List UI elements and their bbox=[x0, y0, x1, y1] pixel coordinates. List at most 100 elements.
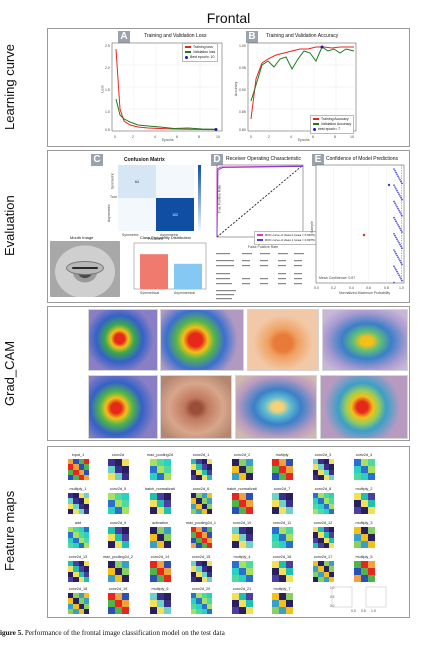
feature-map bbox=[354, 459, 375, 480]
confidence-point bbox=[396, 254, 398, 257]
confidence-point bbox=[399, 260, 401, 262]
confidence-point bbox=[399, 179, 401, 181]
confusion-title: Confusion Matrix bbox=[124, 157, 165, 163]
prob-title: Class Probability Distribution bbox=[140, 235, 191, 240]
confidence-point bbox=[395, 204, 397, 206]
loss-legend: Training loss Validation loss Best epoch… bbox=[182, 43, 219, 62]
prob-bar-label-0: Symmetrical bbox=[140, 291, 160, 295]
svg-text:0.95: 0.95 bbox=[239, 66, 246, 70]
confidence-point bbox=[400, 261, 402, 264]
svg-text:8: 8 bbox=[198, 135, 200, 139]
feature-map bbox=[232, 593, 253, 614]
confusion-ytick-1: Asymmetric bbox=[107, 203, 112, 223]
row-label-learning-curve: Learning curve bbox=[2, 44, 17, 130]
accuracy-ylabel: Accuracy bbox=[234, 81, 239, 97]
feature-map bbox=[68, 527, 89, 548]
caption-label: igure 5. bbox=[0, 629, 24, 637]
gradcam-image bbox=[235, 375, 317, 439]
confidence-xlabel: Normalized Maximum Probability bbox=[339, 291, 391, 295]
feature-map bbox=[272, 527, 293, 548]
svg-text:6: 6 bbox=[176, 135, 178, 139]
accuracy-xlabel: Epochs bbox=[298, 138, 310, 142]
feature-map bbox=[150, 561, 171, 582]
svg-text:0.0: 0.0 bbox=[314, 286, 319, 290]
svg-text:0: 0 bbox=[114, 135, 116, 139]
svg-text:0.90: 0.90 bbox=[239, 88, 246, 92]
confidence-point bbox=[395, 236, 397, 239]
confusion-xtick-1: Asymmetric bbox=[160, 233, 179, 237]
feature-map-label: multiply bbox=[275, 453, 289, 457]
feature-map-label: conv2d_2 bbox=[233, 453, 251, 457]
confidence-point bbox=[400, 180, 402, 183]
feature-map-label: max_pooling2d_2 bbox=[103, 555, 133, 559]
confidence-point bbox=[393, 233, 395, 235]
confidence-point bbox=[393, 281, 395, 284]
figure-caption: igure 5. Performance of the frontal imag… bbox=[0, 629, 225, 637]
feature-map-label: conv2d_15 bbox=[191, 555, 211, 559]
feature-map-label: multiply_5 bbox=[355, 555, 373, 559]
roc-legend: ROC curve of class 0 (area = 0.9975) ROC… bbox=[254, 231, 318, 245]
confidence-point bbox=[395, 188, 397, 190]
confidence-title: Confidence of Model Predictions bbox=[326, 156, 398, 162]
feature-map bbox=[108, 527, 129, 548]
svg-text:0.2: 0.2 bbox=[331, 286, 336, 290]
loss-xlabel: Epochs bbox=[162, 138, 174, 142]
panel-letter-c: C bbox=[91, 154, 103, 166]
feature-map-grid: input_1 conv2d max_pooling2d conv2d_1 conv2d… bbox=[48, 447, 409, 617]
svg-text:2.5: 2.5 bbox=[105, 44, 110, 48]
confidence-point bbox=[393, 200, 395, 203]
panel-letter-a: A bbox=[118, 31, 130, 43]
loss-ylabel: Loss bbox=[100, 85, 105, 93]
confidence-point bbox=[394, 186, 396, 188]
confidence-point bbox=[400, 213, 402, 215]
empty-axes-xtick-0: 0.0 bbox=[351, 609, 356, 613]
feature-map bbox=[272, 493, 293, 514]
feature-map bbox=[108, 593, 129, 614]
feature-map-label: conv2d_1 bbox=[192, 453, 210, 457]
feature-map bbox=[313, 561, 334, 582]
row-label-evaluation: Evaluation bbox=[2, 195, 17, 257]
confidence-point bbox=[401, 279, 403, 282]
roc-ylabel: True Positive Rate bbox=[217, 184, 222, 214]
confidence-point bbox=[395, 220, 397, 222]
feature-map-label: conv2d_12 bbox=[313, 521, 333, 525]
gradcam-image bbox=[88, 309, 158, 371]
feature-map bbox=[313, 459, 334, 480]
confidence-point bbox=[398, 258, 400, 260]
prob-bar bbox=[174, 263, 202, 289]
svg-text:2.0: 2.0 bbox=[105, 66, 110, 70]
svg-text:0.80: 0.80 bbox=[239, 128, 246, 132]
figure-title: Frontal bbox=[206, 10, 251, 26]
feature-map-label: conv2d_3 bbox=[314, 453, 332, 457]
confidence-point bbox=[397, 224, 399, 226]
confusion-cell bbox=[156, 165, 194, 198]
confidence-chart: 0.0 0.2 0.4 0.6 0.8 1.0 bbox=[314, 164, 405, 290]
roc-xlabel: False Positive Rate bbox=[248, 245, 279, 249]
feature-map-label: activation bbox=[151, 521, 169, 525]
svg-text:0.0: 0.0 bbox=[330, 604, 335, 608]
confidence-point bbox=[399, 211, 401, 213]
feature-map bbox=[354, 561, 375, 582]
confidence-point bbox=[395, 269, 397, 271]
feature-map bbox=[191, 593, 212, 614]
accuracy-legend: Training Accuracy Validation Accuracy be… bbox=[310, 115, 355, 134]
confidence-point bbox=[400, 278, 402, 280]
confidence-point bbox=[396, 206, 398, 208]
feature-map bbox=[272, 561, 293, 582]
confidence-point bbox=[399, 227, 401, 230]
feature-map bbox=[313, 493, 334, 514]
svg-text:2: 2 bbox=[132, 135, 134, 139]
confidence-annotation: Mean Confidence: 0.97 bbox=[319, 276, 356, 280]
feature-map-label: conv2d_16 bbox=[272, 555, 292, 559]
confidence-point bbox=[393, 184, 395, 186]
roc-legend-class0: ROC curve of class 0 (area = 0.9975) bbox=[265, 233, 315, 237]
empty-axes-xtick-2: 1.0 bbox=[371, 609, 376, 613]
confusion-colorbar bbox=[198, 165, 201, 231]
svg-text:0.4: 0.4 bbox=[349, 286, 354, 290]
empty-axes-xtick-1: 0.5 bbox=[361, 609, 366, 613]
confidence-point bbox=[396, 173, 398, 176]
feature-map-label: conv2d_19 bbox=[108, 587, 128, 591]
loss-legend-val: Validation loss bbox=[193, 50, 216, 54]
feature-map-label: max_pooling2d_1 bbox=[186, 521, 216, 525]
feature-map bbox=[272, 593, 293, 614]
